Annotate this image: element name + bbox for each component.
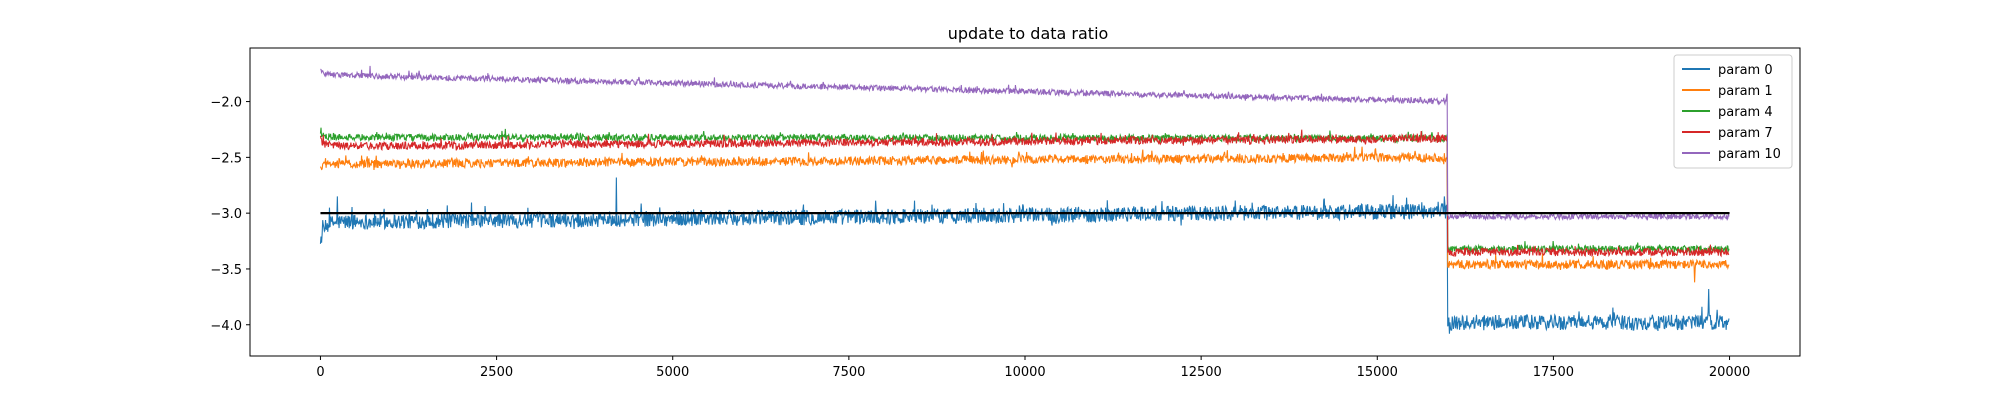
x-tick-label: 12500 (1180, 365, 1221, 380)
y-tick-label: −2.0 (210, 96, 242, 111)
legend-entry: param 1 (1718, 84, 1773, 99)
x-tick-label: 15000 (1357, 365, 1398, 380)
x-tick-label: 20000 (1709, 365, 1750, 380)
plot-area (319, 65, 1730, 334)
y-tick-label: −3.0 (210, 207, 242, 222)
legend-entry: param 10 (1718, 147, 1781, 162)
x-tick-label: 10000 (1004, 365, 1045, 380)
series-line-param-1 (319, 146, 1730, 283)
x-axis-ticks: 0 2500 5000 7500 10000 12500 15000 17500 20000 (316, 356, 1750, 380)
legend: param 0 param 1 param 4 param 7 param 10 (1673, 54, 1793, 169)
legend-box (1673, 54, 1793, 169)
x-tick-label: 2500 (480, 365, 513, 380)
legend-entry: param 0 (1718, 63, 1773, 78)
x-tick-label: 17500 (1533, 365, 1574, 380)
x-tick-label: 5000 (656, 365, 689, 380)
legend-entry: param 7 (1718, 126, 1773, 141)
chart-title: update to data ratio (948, 24, 1109, 43)
legend-entry: param 4 (1718, 105, 1773, 120)
x-tick-label: 7500 (832, 365, 865, 380)
y-tick-label: −3.5 (210, 263, 242, 278)
y-tick-label: −4.0 (210, 319, 242, 334)
y-tick-label: −2.5 (210, 151, 242, 166)
series-line-param-10 (320, 65, 1730, 222)
series-line-param-7 (319, 129, 1730, 258)
x-tick-label: 0 (316, 365, 324, 380)
series-line-param-4 (319, 127, 1730, 255)
y-axis-ticks: −2.0 −2.5 −3.0 −3.5 −4.0 (210, 96, 250, 334)
